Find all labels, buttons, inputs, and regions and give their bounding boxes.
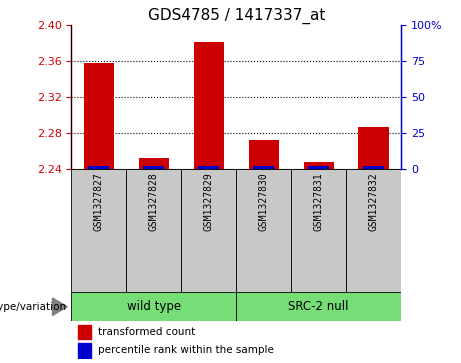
Bar	[194, 41, 224, 169]
Bar	[253, 166, 274, 169]
Bar	[78, 343, 91, 358]
Bar	[236, 292, 401, 321]
Text: GSM1327830: GSM1327830	[259, 172, 269, 231]
Bar	[143, 166, 165, 169]
Text: SRC-2 null: SRC-2 null	[289, 300, 349, 313]
Text: wild type: wild type	[127, 300, 181, 313]
Bar	[303, 162, 334, 169]
Title: GDS4785 / 1417337_at: GDS4785 / 1417337_at	[148, 8, 325, 24]
Bar	[71, 292, 236, 321]
Bar	[291, 169, 346, 292]
Text: GSM1327827: GSM1327827	[94, 172, 104, 231]
Polygon shape	[53, 298, 67, 315]
Bar	[78, 325, 91, 339]
Text: GSM1327831: GSM1327831	[313, 172, 324, 231]
Bar	[84, 63, 114, 169]
Bar	[346, 169, 401, 292]
Text: genotype/variation: genotype/variation	[0, 302, 67, 312]
Bar	[89, 166, 110, 169]
Text: transformed count: transformed count	[98, 327, 195, 337]
Text: GSM1327828: GSM1327828	[149, 172, 159, 231]
Bar	[139, 158, 169, 169]
Text: percentile rank within the sample: percentile rank within the sample	[98, 345, 274, 355]
Bar	[71, 169, 126, 292]
Bar	[363, 166, 384, 169]
Text: GSM1327832: GSM1327832	[369, 172, 378, 231]
Bar	[198, 166, 219, 169]
Bar	[126, 169, 181, 292]
Bar	[236, 169, 291, 292]
Bar	[359, 127, 389, 169]
Text: GSM1327829: GSM1327829	[204, 172, 214, 231]
Bar	[308, 166, 329, 169]
Bar	[181, 169, 236, 292]
Bar	[248, 140, 279, 169]
